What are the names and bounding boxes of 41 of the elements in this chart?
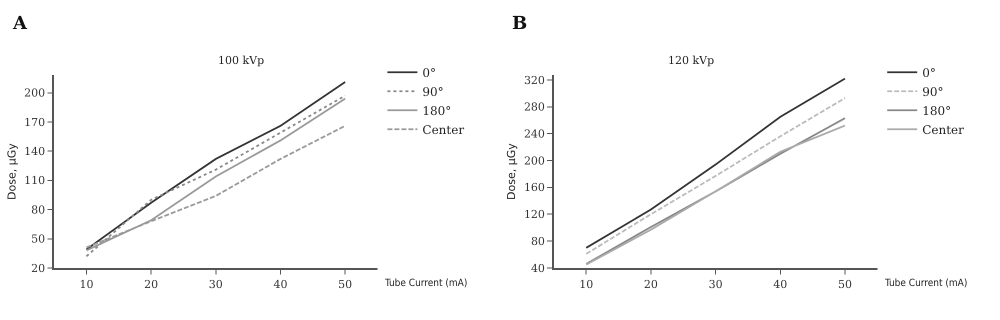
y-tick-label: 110 <box>24 174 46 188</box>
legend-label: Center <box>422 122 464 137</box>
legend-label: 180° <box>422 104 452 118</box>
legend-label: 180° <box>922 104 952 118</box>
y-tick-label: 200 <box>24 86 46 100</box>
y-tick-label: 200 <box>524 154 545 168</box>
y-tick-label: 280 <box>524 100 545 114</box>
x-tick-label: 30 <box>208 278 223 291</box>
y-tick-label: 140 <box>24 145 46 158</box>
y-axis-title: Dose, µGy <box>5 142 18 200</box>
text: A <box>12 13 28 34</box>
x-tick-label: 50 <box>838 278 852 291</box>
x-tick-label: 10 <box>79 278 94 291</box>
y-tick-label: 160 <box>524 181 545 194</box>
x-tick-label: 20 <box>644 278 658 291</box>
y-tick-label: 170 <box>24 116 46 129</box>
y-tick-label: 40 <box>530 262 545 275</box>
legend-label: 0° <box>422 66 436 80</box>
legend-label: Center <box>922 122 964 137</box>
chart-title: 100 kVp <box>218 54 264 67</box>
legend-label: 90° <box>922 84 944 99</box>
chart-title: 120 kVp <box>668 54 714 67</box>
text: B <box>512 13 528 34</box>
x-tick-label: 40 <box>273 278 288 291</box>
x-tick-label: 10 <box>579 278 594 291</box>
y-tick-label: 80 <box>530 234 545 248</box>
x-tick-label: 50 <box>338 278 352 291</box>
y-axis-title: Dose, µGy <box>505 142 518 200</box>
x-tick-label: 40 <box>773 278 788 291</box>
y-tick-label: 320 <box>524 74 545 87</box>
x-tick-label: 30 <box>708 278 723 291</box>
y-tick-label: 240 <box>524 128 545 141</box>
legend-label: 90° <box>422 84 444 99</box>
x-axis-title: Tube Current (mA) <box>384 278 468 289</box>
y-tick-label: 80 <box>31 203 46 216</box>
x-axis-title: Tube Current (mA) <box>884 278 968 289</box>
y-tick-label: 20 <box>31 262 46 275</box>
y-tick-label: 120 <box>524 208 545 222</box>
y-tick-label: 50 <box>31 232 46 246</box>
x-tick-label: 20 <box>144 278 158 291</box>
legend-label: 0° <box>922 66 936 80</box>
